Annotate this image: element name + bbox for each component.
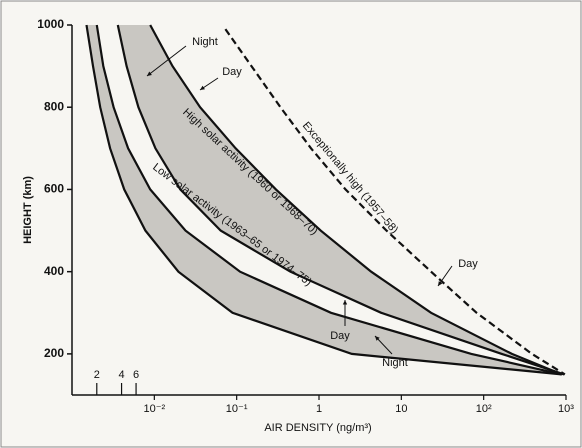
line [116,24,565,376]
line [85,24,562,376]
x-tick-label: 4 [119,369,125,381]
arrow-head [375,336,380,341]
annotation: Day [330,330,350,342]
dashed-line [224,28,566,376]
arrow-head [200,85,205,90]
x-tick-label: 10³ [558,403,574,415]
y-tick-label: 200 [44,346,64,360]
x-tick-label: 6 [133,369,139,381]
line [149,24,563,376]
x-tick-label: 10⁻¹ [226,403,248,415]
x-tick-label: 10² [476,403,492,415]
arrow-head [438,281,443,286]
x-axis-label: AIR DENSITY (ng/m³) [264,422,371,434]
annotation: Night [192,36,218,48]
arrow-head [147,71,152,76]
x-tick-label: 1 [316,403,322,415]
band-fill [117,25,565,375]
arrow-head [342,300,348,305]
annotation: Night [382,357,408,369]
line [95,24,563,376]
annotation: Day [458,258,478,270]
arrow [146,45,187,77]
y-tick-label: 800 [44,99,64,113]
y-axis-label: HEIGHT (km) [22,176,34,244]
annotation: Day [222,66,242,78]
x-tick-label: 2 [94,369,100,381]
band-fill [86,25,562,375]
x-tick-label: 10 [395,403,407,415]
x-tick-label: 10⁻² [143,403,165,415]
y-tick-label: 600 [44,182,64,196]
y-tick-label: 1000 [37,17,64,31]
y-tick-label: 400 [44,264,64,278]
